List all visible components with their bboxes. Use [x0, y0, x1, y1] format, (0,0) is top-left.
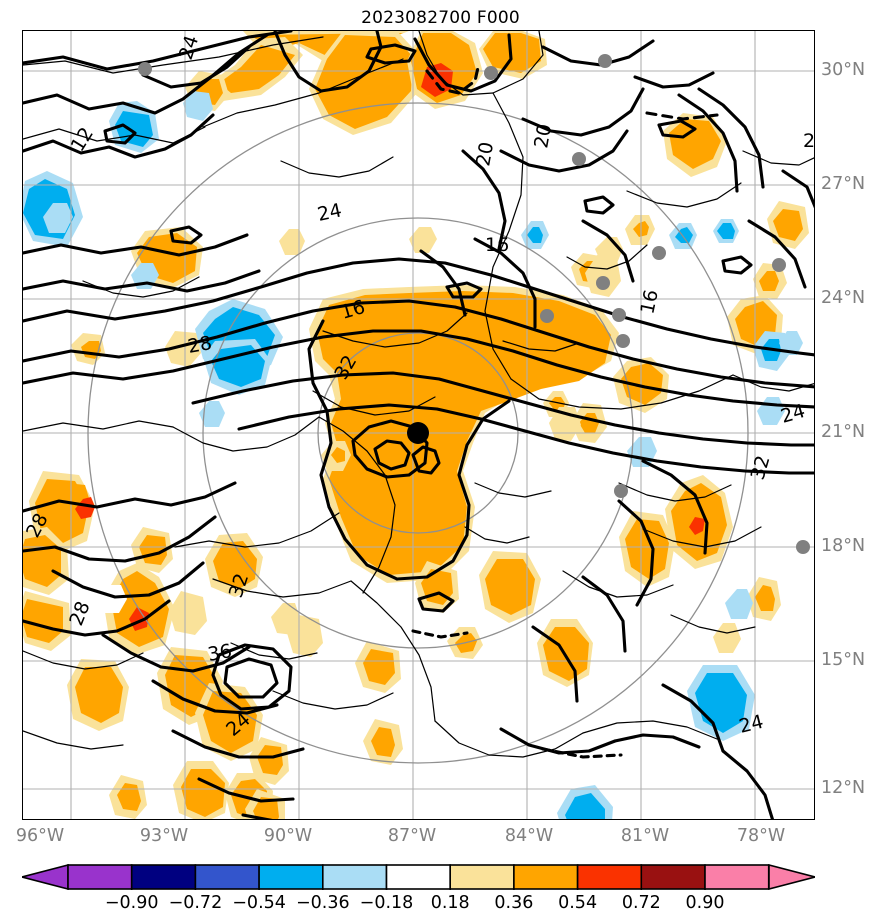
colorbar-tick-label: −0.90	[104, 893, 159, 913]
map-plot-area: 24 12 20 20 28 24 16 16 16 28 32 24 32 2…	[22, 30, 815, 820]
ytick-label: 21°N	[821, 422, 866, 442]
colorbar-segment	[576, 864, 643, 890]
ytick-label: 30°N	[821, 60, 866, 80]
ytick-label: 15°N	[821, 650, 866, 670]
xtick-label: 81°W	[620, 826, 670, 846]
contour-label: 36	[206, 640, 234, 666]
marker-dot	[796, 540, 810, 554]
colorbar-segment	[640, 864, 706, 890]
xtick-label: 93°W	[139, 826, 189, 846]
colorbar-segment	[194, 864, 260, 890]
storm-center-marker	[407, 422, 429, 444]
contour-label: 16	[636, 288, 663, 316]
contour-label: 24	[175, 33, 203, 63]
contour-label: 32	[747, 453, 775, 482]
colorbar	[22, 864, 815, 890]
marker-dot	[484, 66, 498, 80]
colorbar-segment	[258, 864, 324, 890]
colorbar-segment	[385, 864, 452, 890]
marker-dot	[572, 152, 586, 166]
marker-dot	[598, 54, 612, 68]
marker-dot	[138, 62, 152, 76]
range-rings-layer	[87, 102, 749, 764]
contour-label: 24	[737, 711, 766, 738]
contour-label: 20	[530, 122, 556, 150]
marker-dot	[614, 484, 628, 498]
marker-dot	[612, 308, 626, 322]
xtick-label: 87°W	[387, 826, 437, 846]
marker-dot	[540, 309, 554, 323]
colorbar-segment	[321, 864, 388, 890]
colorbar-tick-label: 0.36	[494, 893, 534, 913]
ytick-label: 24°N	[821, 288, 866, 308]
colorbar-segment	[513, 864, 579, 890]
colorbar-segment	[704, 864, 770, 890]
marker-dot	[596, 276, 610, 290]
wind-contour-layer	[23, 31, 814, 819]
contour-label: 28	[186, 332, 214, 358]
colorbar-tick-label: −0.36	[295, 893, 350, 913]
contour-label: 28	[803, 130, 815, 152]
colorbar-segment	[449, 864, 515, 890]
marker-dot	[772, 258, 786, 272]
colorbar-svg	[22, 864, 815, 890]
map-svg: 24 12 20 20 28 24 16 16 16 28 32 24 32 2…	[23, 31, 815, 819]
xtick-label: 96°W	[15, 826, 65, 846]
colorbar-tick-label: −0.72	[168, 893, 223, 913]
xtick-label: 90°W	[263, 826, 313, 846]
contour-label: 24	[315, 199, 343, 226]
ytick-label: 27°N	[821, 174, 866, 194]
ytick-label: 12°N	[821, 778, 866, 798]
colorbar-under-arrow	[22, 864, 69, 890]
colorbar-tick-label: 0.18	[430, 893, 470, 913]
colorbar-tick-label: −0.54	[232, 893, 286, 913]
colorbar-tick-label: 0.90	[685, 893, 725, 913]
contour-label: 16	[485, 234, 509, 256]
ytick-label: 18°N	[821, 536, 866, 556]
marker-dot	[652, 246, 666, 260]
colorbar-tick-label: −0.18	[359, 893, 414, 913]
contour-label: 20	[472, 140, 498, 168]
marker-dots-layer	[138, 54, 810, 554]
colorbar-tick-label: 0.54	[558, 893, 598, 913]
xtick-label: 78°W	[736, 826, 786, 846]
colorbar-over-arrow	[768, 864, 815, 890]
anomaly-shading-layer	[23, 31, 809, 819]
colorbar-segment	[130, 864, 197, 890]
chart-title: 2023082700 F000	[361, 8, 520, 28]
colorbar-tick-label: 0.72	[621, 893, 661, 913]
colorbar-segment	[67, 864, 133, 890]
xtick-label: 84°W	[504, 826, 554, 846]
marker-dot	[616, 334, 630, 348]
